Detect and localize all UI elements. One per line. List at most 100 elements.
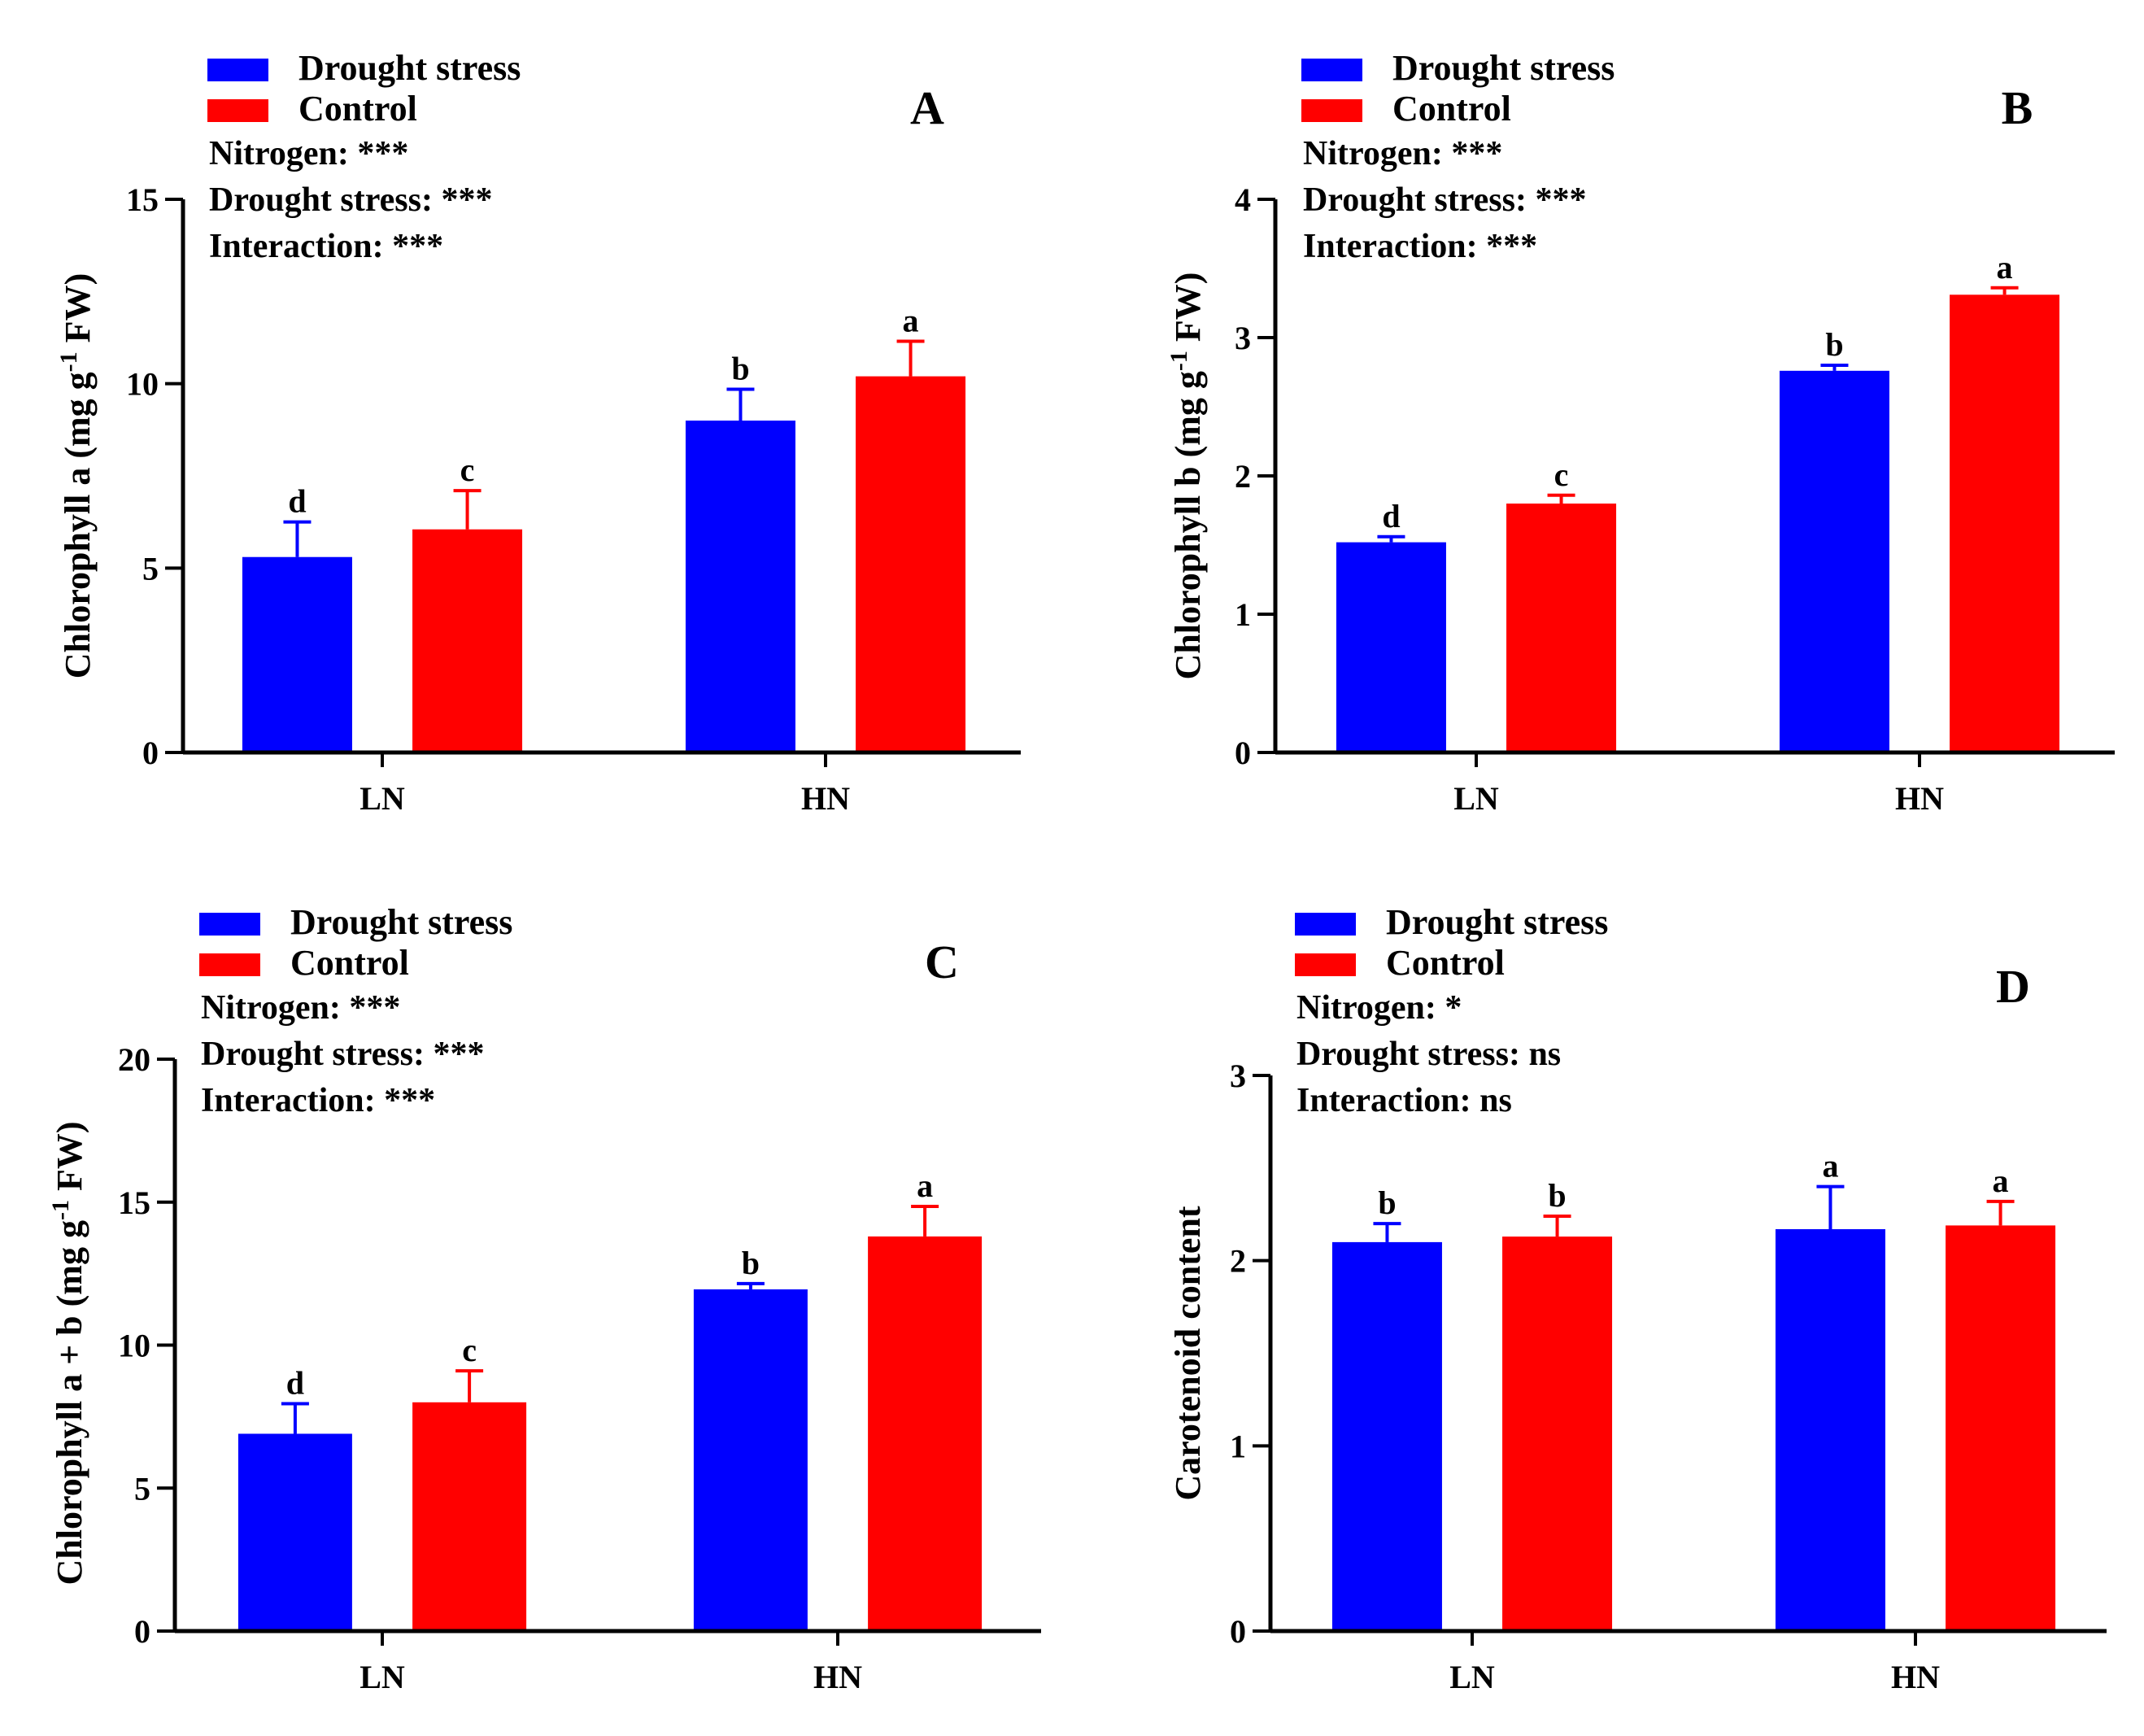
y-tick-label: 1 [1230, 1428, 1246, 1464]
y-axis-label-part: Chlorophyll a (mg g [58, 372, 98, 678]
y-tick-label: 0 [1230, 1613, 1246, 1650]
y-tick-label: 3 [1230, 1058, 1246, 1094]
significance-letter: c [1554, 456, 1569, 493]
y-tick-label: 10 [126, 366, 159, 403]
bar-ln-control [1506, 504, 1617, 752]
y-axis-label: Chlorophyll a (mg g-1 FW) [55, 273, 98, 678]
x-tick-label: HN [813, 1659, 862, 1695]
x-tick-label: HN [1891, 1659, 1940, 1695]
significance-letter: b [1825, 326, 1843, 363]
y-axis-label-superscript: -1 [47, 1200, 74, 1220]
bar-ln-control [412, 1402, 527, 1631]
stat-annotation: Drought stress: *** [1303, 181, 1586, 219]
y-tick-label: 3 [1235, 320, 1251, 356]
stat-annotation: Nitrogen: *** [1303, 135, 1502, 172]
stat-annotation: Drought stress: ns [1296, 1036, 1561, 1073]
y-tick-label: 0 [142, 735, 159, 771]
legend-label-control: Control [1386, 943, 1505, 983]
legend-swatch-drought [1301, 59, 1362, 81]
stat-annotation: Interaction: *** [209, 228, 443, 265]
bar-ln-drought [237, 1433, 352, 1631]
legend-label-drought: Drought stress [299, 48, 521, 88]
bar-hn-control [856, 376, 966, 752]
significance-letter: d [286, 1365, 304, 1402]
bar-ln-drought [242, 556, 352, 752]
bar-hn-drought [693, 1289, 808, 1631]
legend-label-control: Control [1392, 89, 1511, 129]
panel-letter: B [2002, 81, 2033, 134]
bar-hn-control [1946, 1225, 2056, 1631]
x-tick-label: LN [1449, 1659, 1495, 1695]
y-axis-label: Carotenoid content [1168, 1206, 1208, 1501]
bar-hn-control [868, 1236, 983, 1631]
stat-annotation: Nitrogen: *** [201, 989, 400, 1027]
stat-annotation: Nitrogen: * [1296, 989, 1462, 1027]
bar-ln-control [1502, 1237, 1613, 1631]
stat-annotation: Drought stress: *** [209, 181, 492, 219]
significance-letter: b [1548, 1177, 1566, 1214]
y-tick-label: 15 [126, 181, 159, 218]
y-axis-label-part: FW) [58, 273, 98, 352]
y-tick-label: 5 [142, 550, 159, 587]
x-tick-label: LN [1453, 780, 1499, 817]
bar-hn-control [1950, 294, 2060, 752]
y-tick-label: 5 [134, 1470, 150, 1507]
y-axis-label-part: Carotenoid content [1168, 1206, 1208, 1501]
x-tick-label: HN [1895, 780, 1944, 817]
bar-hn-drought [685, 421, 795, 752]
significance-letter: b [1378, 1184, 1396, 1221]
significance-letter: b [742, 1245, 760, 1281]
legend-label-drought: Drought stress [1392, 48, 1615, 88]
y-axis-label: Chlorophyll a + b (mg g-1 FW) [47, 1122, 89, 1586]
significance-letter: d [1382, 498, 1400, 534]
legend-swatch-drought [1295, 913, 1356, 936]
significance-letter: a [903, 303, 919, 339]
significance-letter: a [917, 1167, 933, 1204]
stat-annotation: Interaction: *** [1303, 228, 1537, 265]
bar-hn-drought [1779, 370, 1889, 752]
bar-hn-drought [1775, 1228, 1885, 1631]
x-tick-label: LN [360, 1659, 405, 1695]
y-tick-label: 10 [118, 1328, 150, 1364]
y-axis-label: Chlorophyll b (mg g-1 FW) [1166, 273, 1208, 680]
panel-letter: C [925, 936, 959, 988]
y-tick-label: 2 [1235, 458, 1251, 495]
y-axis-label-part: Chlorophyll b (mg g [1168, 371, 1208, 679]
y-axis-label-superscript: -1 [55, 351, 82, 372]
y-axis-label-part: Chlorophyll a + b (mg g [50, 1220, 89, 1585]
y-tick-label: 15 [118, 1184, 150, 1221]
y-axis-label-part: FW) [1168, 273, 1208, 351]
legend-swatch-control [207, 99, 268, 122]
stat-annotation: Drought stress: *** [201, 1036, 484, 1073]
stat-annotation: Nitrogen: *** [209, 135, 408, 172]
y-tick-label: 0 [1235, 735, 1251, 771]
y-tick-label: 0 [134, 1613, 150, 1650]
significance-letter: c [460, 451, 475, 488]
y-tick-label: 2 [1230, 1243, 1246, 1280]
x-tick-label: HN [801, 780, 850, 817]
y-axis-label-superscript: -1 [1166, 351, 1192, 371]
y-tick-label: 4 [1235, 181, 1251, 218]
stat-annotation: Interaction: *** [201, 1082, 435, 1119]
legend-label-control: Control [290, 943, 409, 983]
y-tick-label: 1 [1235, 596, 1251, 633]
y-axis-label-part: FW) [50, 1122, 89, 1201]
panel-letter: A [910, 81, 944, 134]
legend-swatch-drought [207, 59, 268, 81]
legend-swatch-control [199, 953, 260, 976]
bar-ln-control [412, 529, 523, 752]
y-tick-label: 20 [118, 1041, 150, 1078]
bar-ln-drought [1336, 542, 1446, 752]
significance-letter: b [731, 350, 749, 386]
stat-annotation: Interaction: ns [1296, 1082, 1512, 1119]
significance-letter: a [1997, 249, 2013, 286]
legend-swatch-control [1301, 99, 1362, 122]
bar-ln-drought [1331, 1241, 1442, 1631]
significance-letter: a [1993, 1162, 2009, 1199]
legend-label-control: Control [299, 89, 417, 129]
significance-letter: d [288, 483, 306, 520]
